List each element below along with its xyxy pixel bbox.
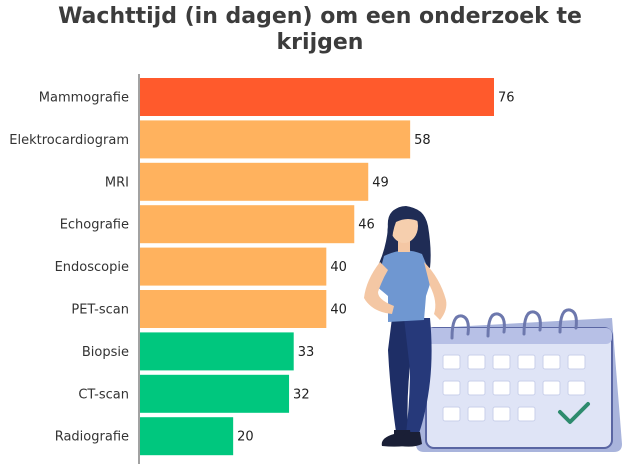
value-label: 46 bbox=[358, 218, 375, 233]
checkmark-icon bbox=[558, 402, 590, 424]
bar-radiografie bbox=[140, 417, 234, 456]
bar-echografie bbox=[140, 205, 355, 244]
category-label: MRI bbox=[105, 175, 129, 190]
chart-title-line-2: krijgen bbox=[276, 30, 364, 55]
value-label: 40 bbox=[330, 303, 347, 318]
bar-pet-scan bbox=[140, 290, 327, 328]
chart-title: Wachttijd (in dagen) om een onderzoek te… bbox=[0, 4, 640, 56]
bar-mammografie bbox=[140, 78, 494, 116]
bar-endoscopie bbox=[140, 247, 327, 286]
bar-biopsie bbox=[140, 332, 294, 371]
category-label: Elektrocardiogram bbox=[9, 133, 129, 148]
category-label: PET-scan bbox=[71, 303, 129, 318]
value-label: 20 bbox=[237, 430, 254, 445]
bar-mri bbox=[140, 162, 369, 201]
value-label: 33 bbox=[298, 345, 315, 360]
category-label: Echografie bbox=[60, 218, 129, 233]
bar-ct-scan bbox=[140, 374, 290, 413]
value-label: 76 bbox=[498, 91, 515, 106]
value-label: 49 bbox=[372, 175, 389, 190]
category-label: Mammografie bbox=[39, 91, 129, 106]
woman-figure bbox=[364, 206, 447, 447]
value-label: 40 bbox=[330, 260, 347, 275]
category-label: Biopsie bbox=[82, 345, 129, 360]
bars-layer: Mammografie 76 Elektrocardiogram 58 MRI 49 Ech… bbox=[9, 78, 515, 456]
bar-elektrocardiogram bbox=[140, 120, 411, 159]
calendar-icon bbox=[416, 308, 622, 452]
category-label: Radiografie bbox=[55, 430, 129, 445]
woman-leaning-on-calendar-illustration bbox=[364, 206, 622, 452]
category-label: CT-scan bbox=[78, 387, 129, 402]
chart-title-line-1: Wachttijd (in dagen) om een onderzoek te bbox=[58, 4, 582, 29]
category-label: Endoscopie bbox=[55, 260, 129, 275]
value-label: 32 bbox=[293, 387, 310, 402]
value-label: 58 bbox=[414, 133, 431, 148]
